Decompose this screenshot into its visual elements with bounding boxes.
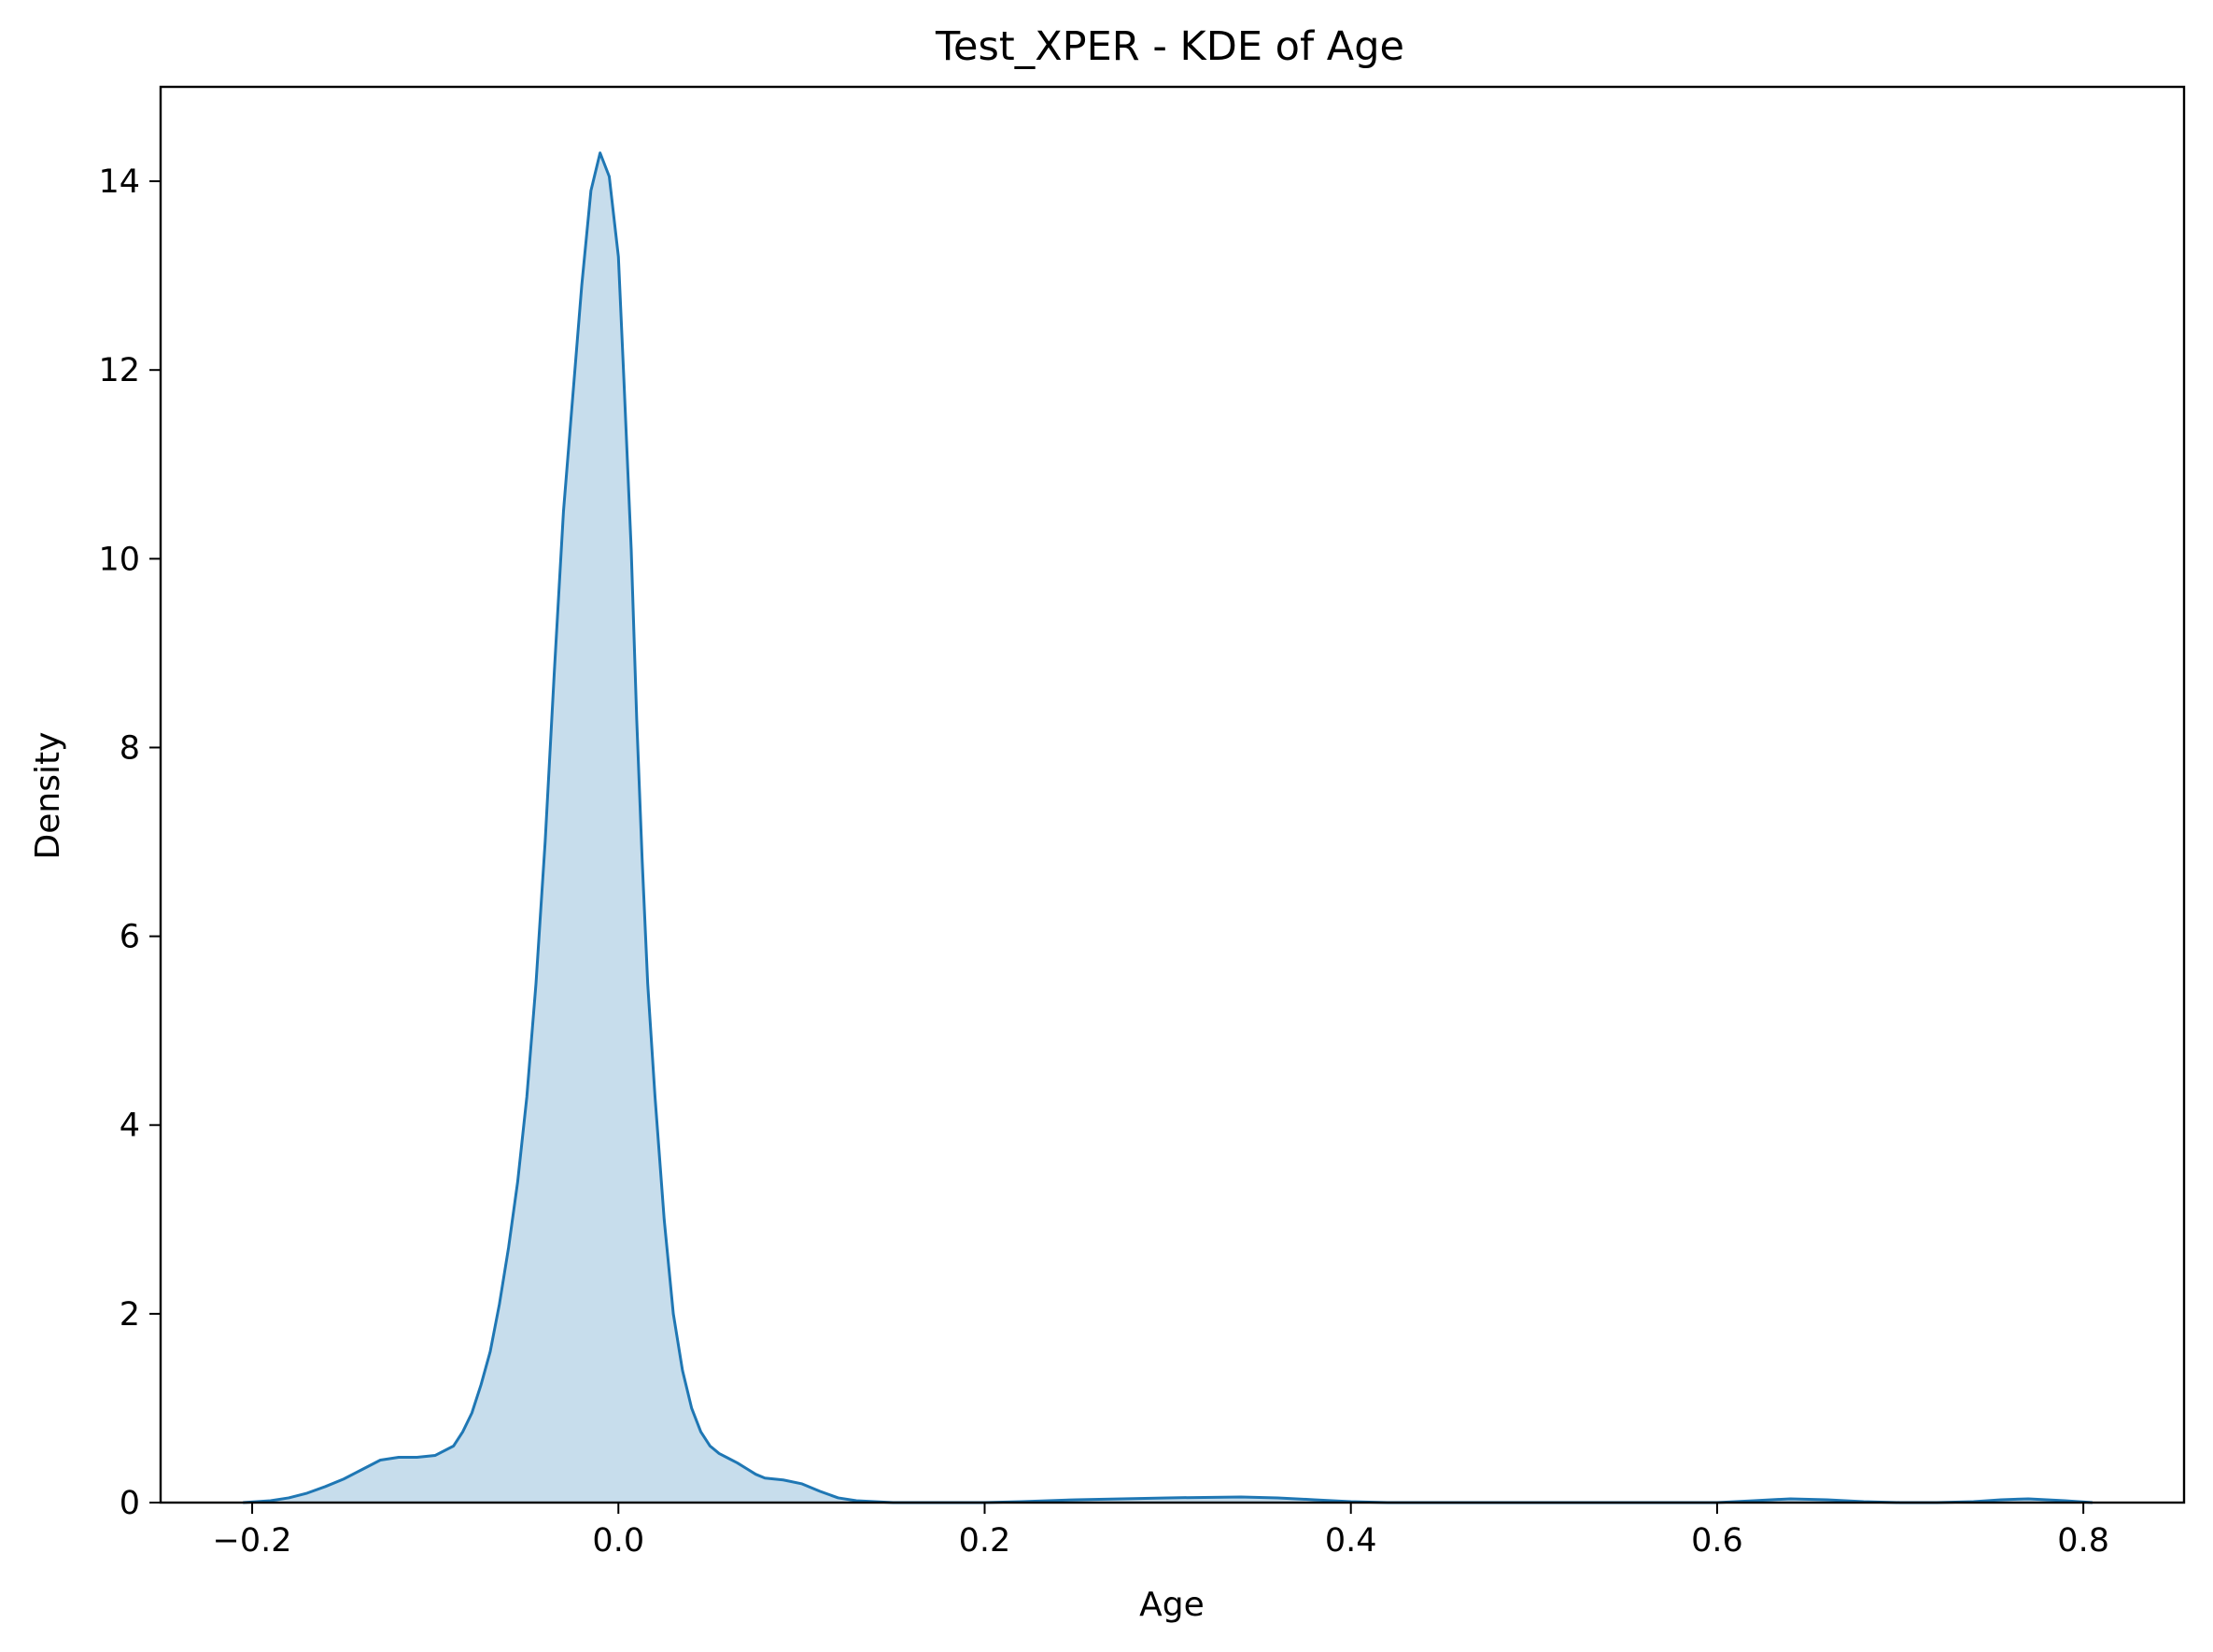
x-tick-label: 0.6 [1691, 1522, 1743, 1560]
y-tick-label: 14 [98, 163, 140, 201]
y-tick-label: 10 [98, 541, 140, 578]
x-tick-label: 0.0 [592, 1522, 644, 1560]
x-axis-label: Age [1139, 1586, 1205, 1624]
x-axis-ticks: −0.2 0.0 0.2 0.4 0.6 0.8 [213, 1503, 2109, 1560]
chart-title: Test_XPER - KDE of Age [935, 23, 1404, 70]
y-axis-label: Density [29, 732, 67, 860]
density-area [243, 152, 2093, 1503]
y-tick-label: 8 [120, 729, 140, 767]
x-tick-label: 0.4 [1325, 1522, 1377, 1560]
y-tick-label: 12 [98, 352, 140, 389]
y-tick-label: 0 [120, 1485, 140, 1522]
x-tick-label: 0.8 [2057, 1522, 2109, 1560]
y-tick-label: 2 [120, 1296, 140, 1334]
y-tick-label: 6 [120, 919, 140, 956]
x-tick-label: 0.2 [959, 1522, 1011, 1560]
axes-frame [159, 85, 2186, 1504]
y-axis-ticks: 0 2 4 6 8 10 12 14 [98, 163, 161, 1522]
y-tick-label: 4 [120, 1108, 140, 1145]
x-tick-label: −0.2 [213, 1522, 292, 1560]
